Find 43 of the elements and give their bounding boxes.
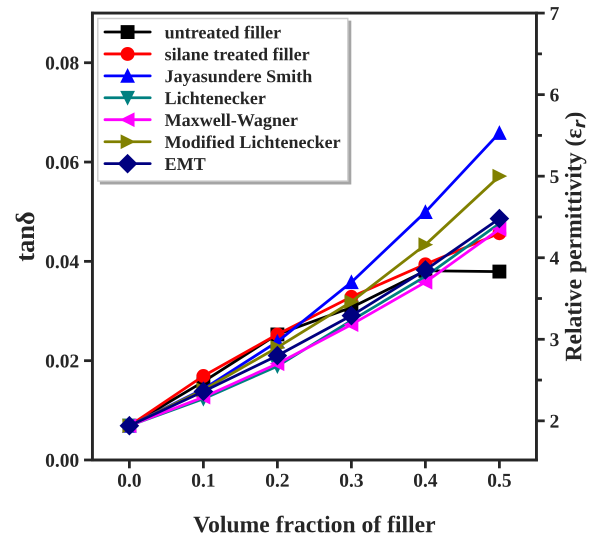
y2-tick-label: 5 (550, 170, 559, 184)
x-axis-title: Volume fraction of filler (193, 516, 436, 533)
legend-label: EMT (164, 158, 206, 170)
y2-tick-label: 4 (550, 252, 559, 264)
x-tick-label: 0.3 (340, 474, 363, 487)
y-tick-label: 0.00 (46, 454, 78, 468)
point (344, 294, 358, 309)
point (490, 209, 509, 228)
point (344, 275, 358, 290)
point (492, 126, 506, 140)
x-tick-label: 0.1 (192, 474, 215, 487)
point (418, 205, 432, 220)
y-axis-title: tanδ (16, 212, 34, 262)
legend-label: Lichtenecker (164, 92, 266, 104)
point (196, 369, 210, 383)
point (492, 222, 506, 236)
y2-axis-title: Relative permittivity (ε$_{r}$) (564, 112, 586, 362)
y-tick-label: 0.02 (46, 354, 78, 368)
point (194, 382, 213, 402)
point (492, 264, 506, 279)
x-tick-label: 0.0 (118, 474, 141, 487)
point (418, 275, 432, 290)
legend-label: Modified Lichtenecker (164, 135, 340, 148)
y-tick-label: 0.06 (46, 156, 79, 170)
x-tick-label: 0.4 (414, 474, 438, 487)
legend-label: Maxwell-Wagner (164, 113, 298, 130)
y2-tick-label: 2 (550, 414, 558, 428)
legend-label: untreated filler (164, 26, 281, 39)
point (418, 238, 432, 252)
point (492, 169, 506, 184)
legend-label: silane treated filler (165, 48, 310, 60)
y-tick-label: 0.08 (46, 56, 79, 70)
y2-tick-label: 3 (550, 333, 559, 346)
point (342, 306, 361, 326)
x-tick-label: 0.5 (488, 474, 511, 487)
point (268, 346, 287, 366)
y2-tick-label: 6 (550, 88, 559, 102)
point (416, 260, 435, 280)
y-tick-label: 0.04 (46, 255, 79, 268)
point (120, 416, 139, 436)
y2-tick-label: 7 (550, 7, 559, 20)
legend-label: Jayasundere Smith (165, 70, 312, 86)
x-tick-label: 0.2 (266, 474, 289, 487)
